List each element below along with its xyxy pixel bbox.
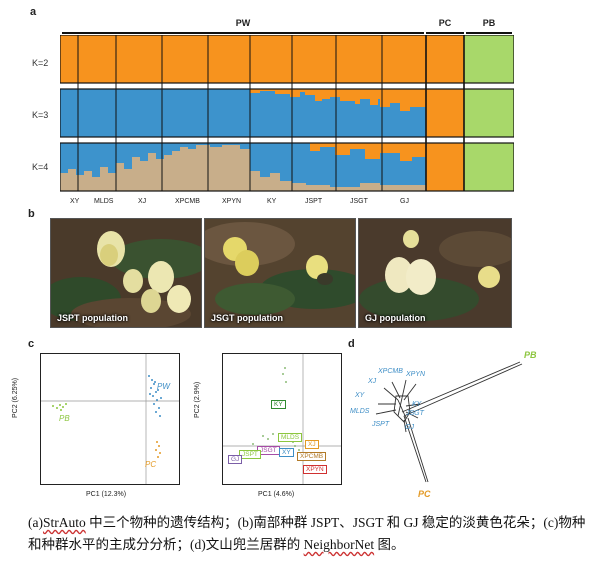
pca-species-label-pw: PW [157,382,170,391]
pca-plot-population: KY MLDS XJ JSGT JSPT GJ XY XPCMB XPYN [222,353,342,485]
pca-box-gj: GJ [228,455,243,464]
pca-population-ylabel: PC2 (2.9%) [194,381,201,418]
photo-jsgt: JSGT population [204,218,356,328]
pca-species-pw-points [148,375,162,417]
pop-label-jsgt: JSGT [350,198,368,205]
neighbornet-network [375,361,523,483]
photo-jspt: JSPT population [50,218,202,328]
structure-k3 [60,88,514,138]
group-label-pc: PC [438,18,452,28]
network-label-gj: GJ [405,424,414,431]
caption-term-neighbornet: NeighborNet [303,537,375,552]
panel-label-a: a [30,6,37,18]
pca-box-xj: XJ [305,440,319,449]
photo-gj: GJ population [358,218,512,328]
photo-caption-jsgt: JSGT population [211,313,283,323]
pca-species-svg [41,354,179,484]
network-label-pc: PC [418,489,431,499]
structure-k2 [60,35,514,84]
pca-box-xy: XY [279,448,294,457]
photo-caption-gj: GJ population [365,313,426,323]
pca-box-xpcmb: XPCMB [297,452,327,461]
pop-label-ky: KY [267,198,277,205]
photo-jspt-art [51,219,201,327]
caption-part-1: (a) [28,515,43,530]
caption-part-2: 中三个物种的遗传结构；(b)南部种群 JSPT、JSGT 和 GJ 稳定的淡黄色… [28,515,586,552]
pop-label-xpyn: XPYN [222,198,242,205]
k-label-3: K=3 [32,110,49,120]
network-label-xj: XJ [368,378,377,385]
pca-box-xpyn: XPYN [303,465,327,474]
caption-part-3: 图。 [374,537,405,552]
network-label-pb: PB [524,350,537,360]
group-line-pw [62,32,424,34]
panel-label-d: d [348,338,355,350]
network-label-xpyn: XPYN [406,371,426,378]
group-header-pc: PC [426,18,464,34]
photo-gj-art [359,219,511,327]
network-label-xy: XY [355,392,365,399]
pop-label-xj: XJ [138,198,147,205]
pca-species-xlabel: PC1 (12.3%) [86,491,127,498]
pop-label-xy: XY [70,198,80,205]
figure-caption: (a)StrAuto 中三个物种的遗传结构；(b)南部种群 JSPT、JSGT … [28,512,588,556]
group-label-pw: PW [235,18,251,28]
structure-plot [60,35,514,192]
structure-k4 [60,142,514,192]
panel-label-c: c [28,338,35,350]
group-header-pw: PW [62,18,424,34]
caption-term-strauto: StrAuto [42,515,86,530]
pca-population-xlabel: PC1 (4.6%) [258,491,295,498]
pca-species-ylabel: PC2 (6.25%) [12,377,19,418]
group-label-pb: PB [482,18,496,28]
pca-box-ky: KY [271,400,286,409]
population-separators [77,35,465,191]
photo-caption-jspt: JSPT population [57,313,128,323]
pop-label-mlds: MLDS [94,198,114,205]
network-label-xpcmb: XPCMB [378,368,403,375]
pca-plot-species: PW PB PC [40,353,180,485]
network-label-mlds: MLDS [350,408,370,415]
pop-label-jspt: JSPT [305,198,323,205]
k-label-2: K=2 [32,58,49,68]
group-line-pc [426,32,464,34]
pca-species-pc-points [155,441,161,458]
pop-label-gj: GJ [400,198,409,205]
photo-jsgt-art [205,219,355,327]
pca-species-pb-points [52,403,67,411]
panel-label-b: b [28,208,35,220]
pca-species-label-pc: PC [145,460,157,469]
pca-box-mlds: MLDS [278,433,303,442]
network-label-jspt: JSPT [372,421,390,428]
network-label-ky: KY [412,401,422,408]
pca-species-label-pb: PB [59,414,70,423]
group-line-pb [466,32,512,34]
pca-box-jspt: JSPT [239,450,261,459]
k-label-4: K=4 [32,162,49,172]
group-header-pb: PB [466,18,512,34]
network-label-jsgt: JSGT [406,410,424,417]
pop-label-xpcmb: XPCMB [175,198,200,205]
